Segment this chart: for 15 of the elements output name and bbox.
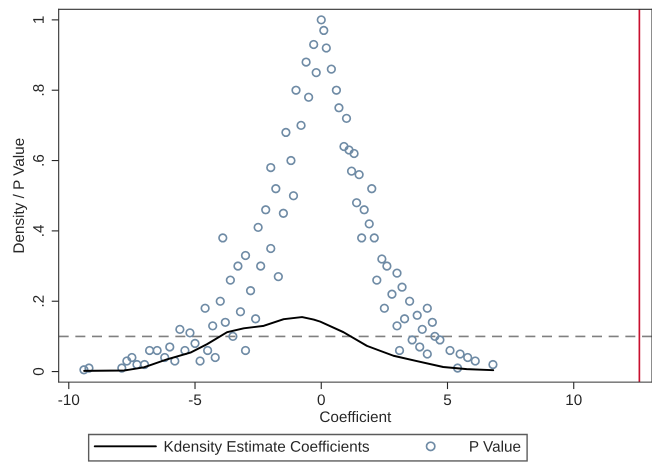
y-tick-label: 0 bbox=[33, 368, 44, 376]
x-tick-label: -5 bbox=[188, 394, 202, 406]
y-tick-label: .6 bbox=[33, 154, 44, 166]
y-tick-label: .2 bbox=[33, 296, 44, 306]
y-tick-label: .4 bbox=[33, 224, 44, 236]
x-tick-label: 0 bbox=[318, 394, 325, 406]
y-tick-label: 1 bbox=[33, 16, 44, 23]
x-tick-label: -10 bbox=[58, 394, 80, 406]
legend-label: P Value bbox=[470, 440, 520, 452]
x-tick-label: 10 bbox=[566, 394, 582, 406]
legend-label: Kdensity Estimate Coefficients bbox=[164, 440, 370, 455]
y-tick-label: .8 bbox=[33, 84, 44, 96]
y-axis-title: Density / P Value bbox=[12, 138, 28, 252]
x-tick-label: 5 bbox=[444, 394, 452, 406]
x-axis-title: Coefficient bbox=[320, 410, 392, 422]
